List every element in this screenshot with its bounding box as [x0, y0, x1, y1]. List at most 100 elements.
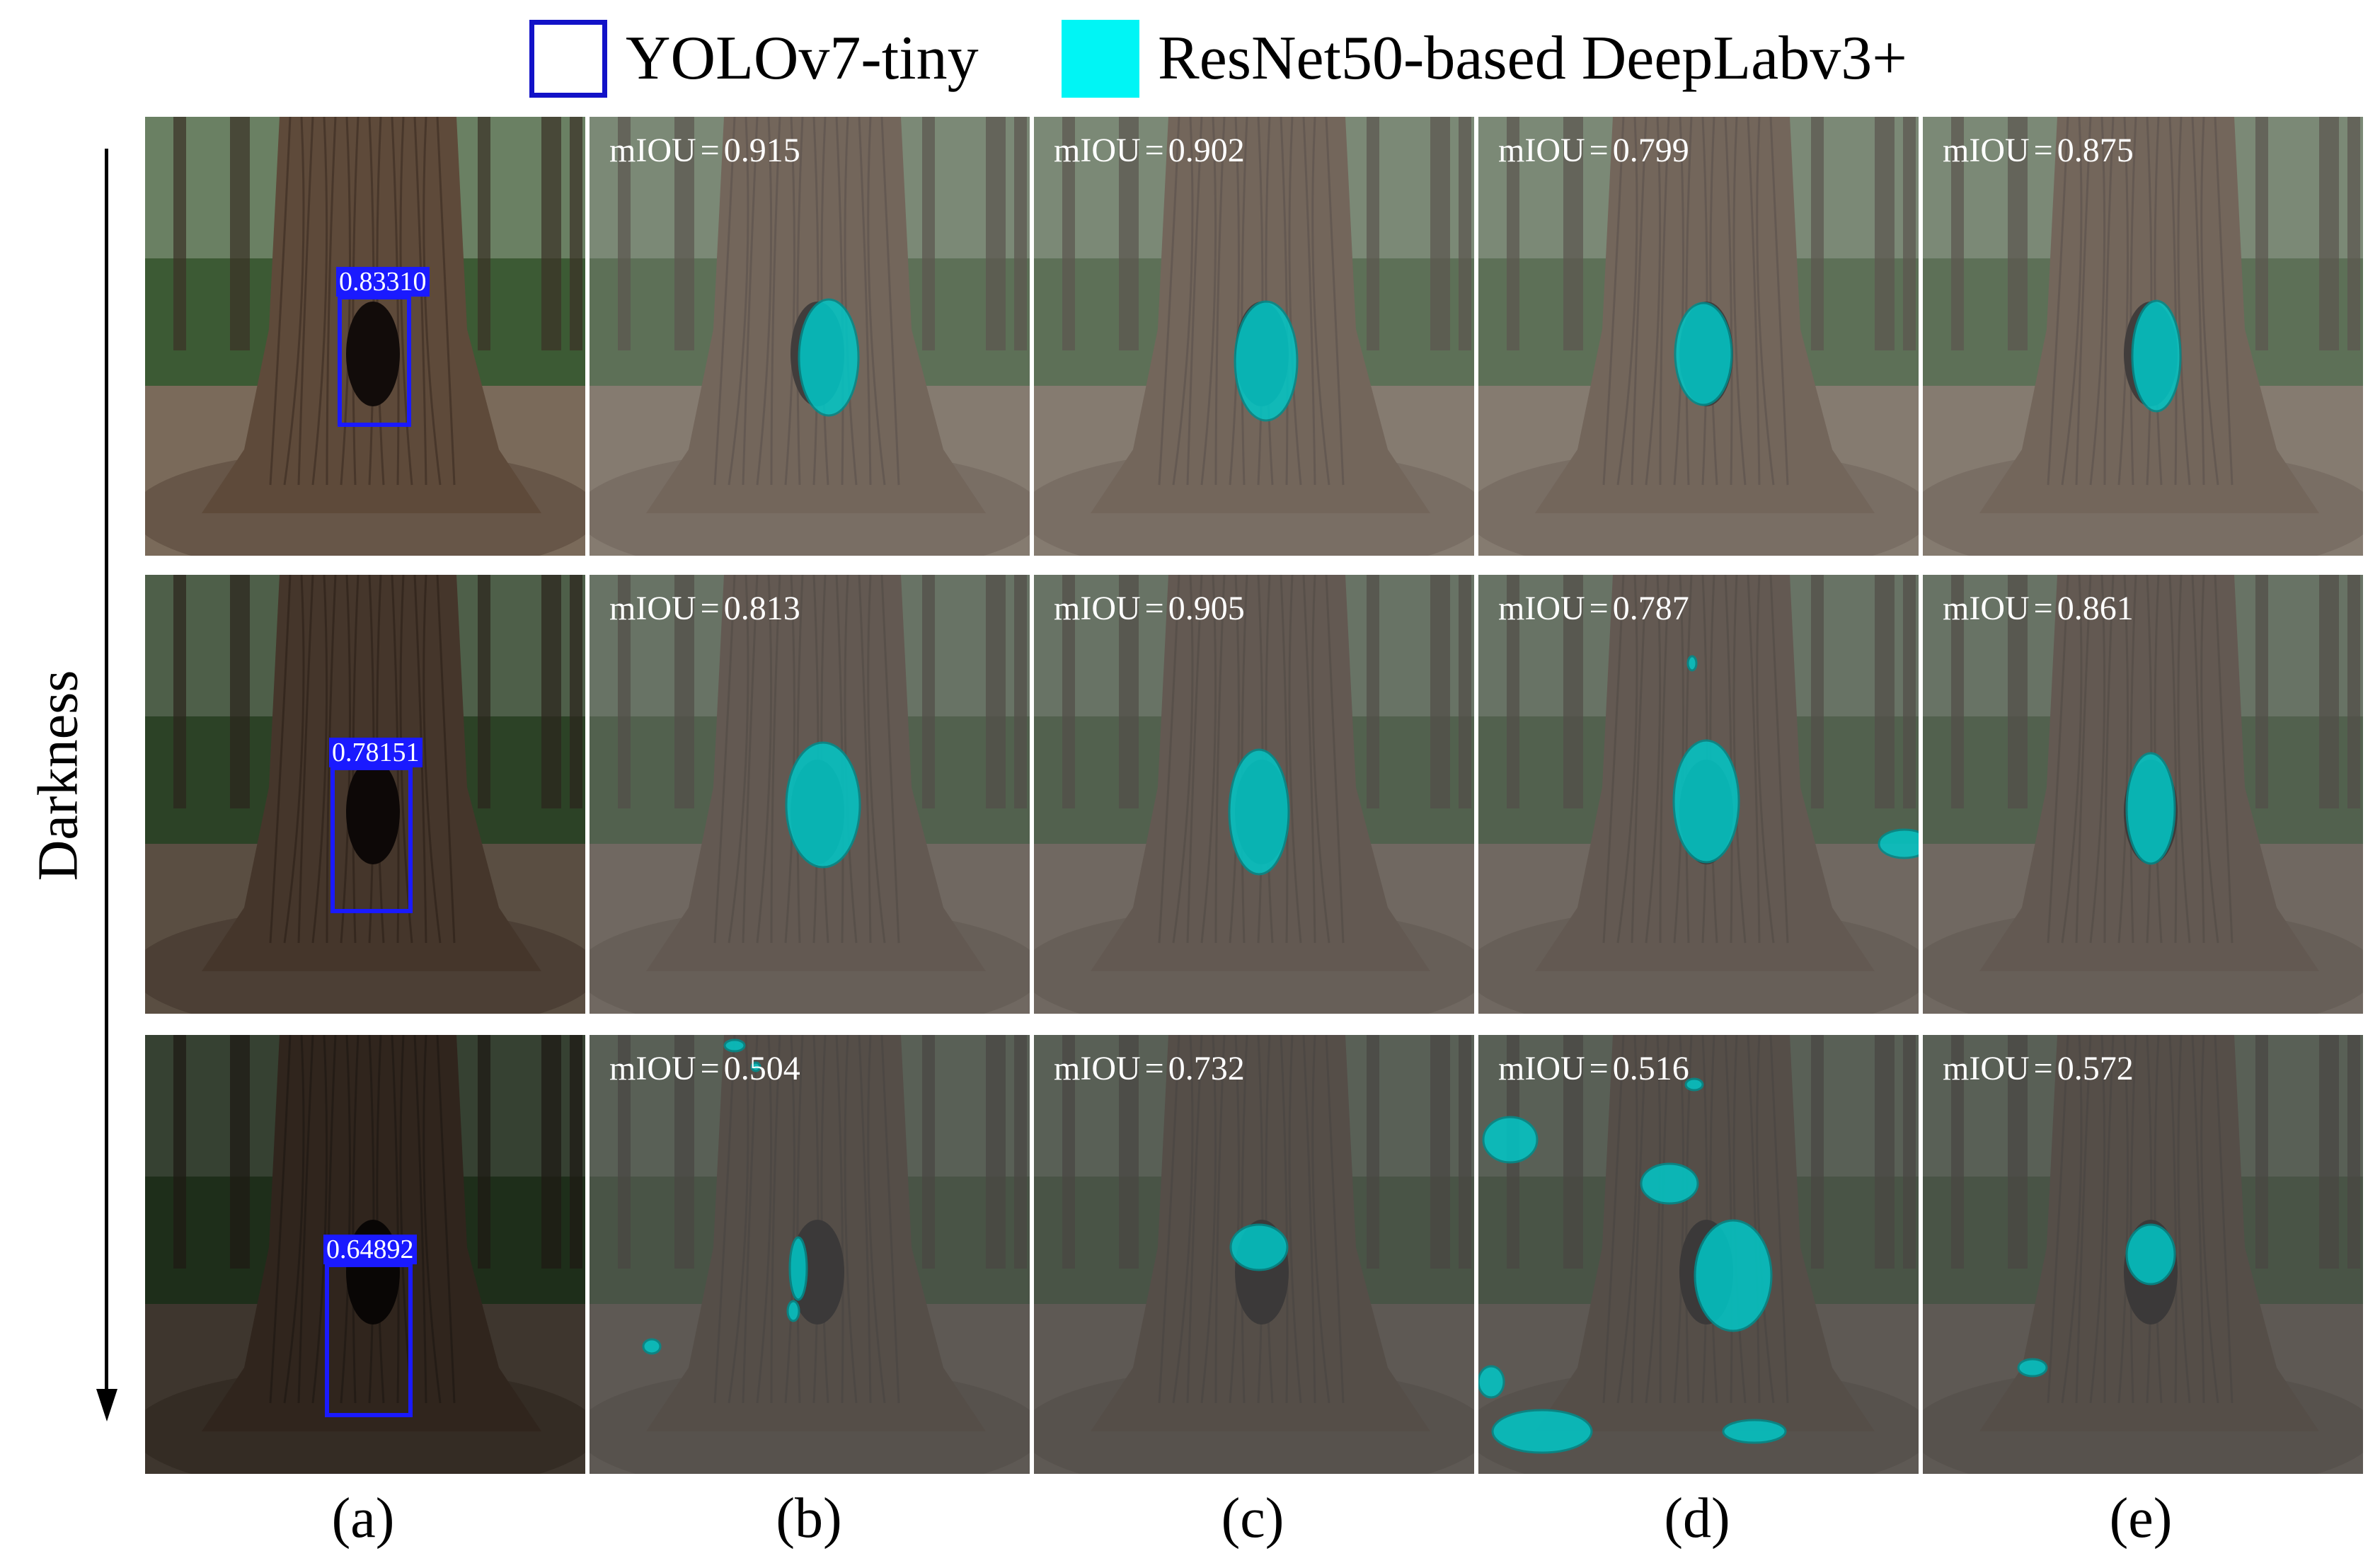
- segmentation-mask: [788, 1236, 808, 1301]
- miou-equals: =: [1144, 590, 1164, 627]
- darkness-arrow-line: [105, 149, 108, 1395]
- segmentation-mask: [1228, 748, 1290, 876]
- miou-metric-name: mIOU: [1054, 132, 1141, 169]
- image-panel: mIOU = 0.799: [1478, 117, 1919, 556]
- segmentation-mask: [723, 1038, 746, 1053]
- miou-value: 0.902: [1168, 132, 1245, 169]
- image-panel: 0.78151: [145, 575, 585, 1014]
- image-panel: mIOU = 0.875: [1923, 117, 2363, 556]
- tree-scene: [590, 117, 1030, 556]
- image-panel: mIOU = 0.572: [1923, 1035, 2363, 1474]
- segmentation-mask: [642, 1338, 662, 1355]
- detection-score: 0.64892: [323, 1235, 417, 1264]
- image-panel: mIOU = 0.905: [1034, 575, 1474, 1014]
- column-label-d: (d): [1664, 1487, 1730, 1550]
- segmentation-mask: [1640, 1162, 1699, 1205]
- column-label-a: (a): [331, 1487, 395, 1550]
- miou-value: 0.504: [723, 1050, 800, 1087]
- miou-label: mIOU = 0.799: [1498, 132, 1689, 170]
- legend-label-yolo: YOLOv7-tiny: [626, 24, 979, 93]
- miou-metric-name: mIOU: [609, 590, 696, 627]
- segmentation-mask: [1722, 1419, 1787, 1444]
- detection-score: 0.83310: [336, 267, 430, 297]
- segmentation-mask: [1482, 1116, 1539, 1164]
- miou-value: 0.787: [1612, 590, 1689, 627]
- legend-item-yolo: YOLOv7-tiny: [529, 20, 979, 98]
- miou-value: 0.516: [1612, 1050, 1689, 1087]
- image-panel: mIOU = 0.732: [1034, 1035, 1474, 1474]
- tree-scene: [1478, 1035, 1919, 1474]
- detection-box: [338, 295, 411, 427]
- tree-scene: [590, 575, 1030, 1014]
- segmentation-mask: [1491, 1409, 1593, 1454]
- miou-metric-name: mIOU: [1498, 1050, 1585, 1087]
- miou-metric-name: mIOU: [609, 1050, 696, 1087]
- miou-equals: =: [2033, 590, 2053, 627]
- miou-equals: =: [700, 590, 720, 627]
- legend-swatch-outline: [529, 20, 607, 98]
- miou-equals: =: [1589, 1050, 1609, 1087]
- miou-value: 0.861: [2057, 590, 2134, 627]
- detection-box: [330, 766, 413, 913]
- tree-scene: [145, 117, 585, 556]
- segmentation-mask: [1234, 300, 1299, 422]
- tree-scene: [1478, 117, 1919, 556]
- segmentation-mask: [1674, 302, 1733, 406]
- miou-value: 0.799: [1612, 132, 1689, 169]
- miou-label: mIOU = 0.861: [1943, 590, 2134, 628]
- image-panel: mIOU = 0.516: [1478, 1035, 1919, 1474]
- tree-scene: [145, 1035, 585, 1474]
- image-panel: 0.64892: [145, 1035, 585, 1474]
- tree-scene: [145, 575, 585, 1014]
- miou-value: 0.875: [2057, 132, 2134, 169]
- miou-equals: =: [1589, 132, 1609, 169]
- darkness-axis-label: Darkness: [6, 670, 112, 881]
- segmentation-mask: [1229, 1223, 1289, 1271]
- miou-metric-name: mIOU: [1943, 1050, 2030, 1087]
- column-label-b: (b): [776, 1487, 842, 1550]
- miou-equals: =: [1144, 1050, 1164, 1087]
- segmentation-mask: [1672, 739, 1740, 864]
- image-panel: mIOU = 0.787: [1478, 575, 1919, 1014]
- darkness-axis-text: Darkness: [27, 670, 90, 881]
- segmentation-mask: [798, 298, 860, 417]
- miou-equals: =: [1144, 132, 1164, 169]
- miou-metric-name: mIOU: [1943, 132, 2030, 169]
- legend-item-deeplab: ResNet50-based DeepLabv3+: [1062, 20, 1907, 98]
- miou-equals: =: [1589, 590, 1609, 627]
- image-panel: mIOU = 0.813: [590, 575, 1030, 1014]
- tree-scene: [1034, 1035, 1474, 1474]
- miou-equals: =: [2033, 132, 2053, 169]
- legend-swatch-fill: [1062, 20, 1139, 98]
- segmentation-mask: [2131, 299, 2182, 413]
- miou-label: mIOU = 0.516: [1498, 1050, 1689, 1088]
- miou-value: 0.732: [1168, 1050, 1245, 1087]
- image-panel: 0.83310: [145, 117, 585, 556]
- image-panel: mIOU = 0.915: [590, 117, 1030, 556]
- miou-metric-name: mIOU: [1054, 1050, 1141, 1087]
- miou-label: mIOU = 0.875: [1943, 132, 2134, 170]
- miou-equals: =: [700, 1050, 720, 1087]
- miou-label: mIOU = 0.787: [1498, 590, 1689, 628]
- image-panel: mIOU = 0.902: [1034, 117, 1474, 556]
- miou-metric-name: mIOU: [1054, 590, 1141, 627]
- miou-metric-name: mIOU: [1943, 590, 2030, 627]
- tree-scene: [1923, 1035, 2363, 1474]
- detection-score: 0.78151: [329, 738, 422, 767]
- segmentation-mask: [1878, 828, 1919, 859]
- column-label-c: (c): [1221, 1487, 1284, 1550]
- tree-scene: [1923, 117, 2363, 556]
- segmentation-mask: [2125, 752, 2176, 865]
- segmentation-mask: [785, 741, 861, 869]
- legend-label-deeplab: ResNet50-based DeepLabv3+: [1158, 24, 1907, 93]
- miou-label: mIOU = 0.504: [609, 1050, 800, 1088]
- segmentation-mask: [786, 1300, 800, 1322]
- miou-label: mIOU = 0.572: [1943, 1050, 2134, 1088]
- tree-scene: [1034, 575, 1474, 1014]
- miou-equals: =: [700, 132, 720, 169]
- miou-value: 0.905: [1168, 590, 1245, 627]
- tree-scene: [590, 1035, 1030, 1474]
- segmentation-mask: [1694, 1219, 1773, 1332]
- miou-metric-name: mIOU: [609, 132, 696, 169]
- miou-value: 0.813: [723, 590, 800, 627]
